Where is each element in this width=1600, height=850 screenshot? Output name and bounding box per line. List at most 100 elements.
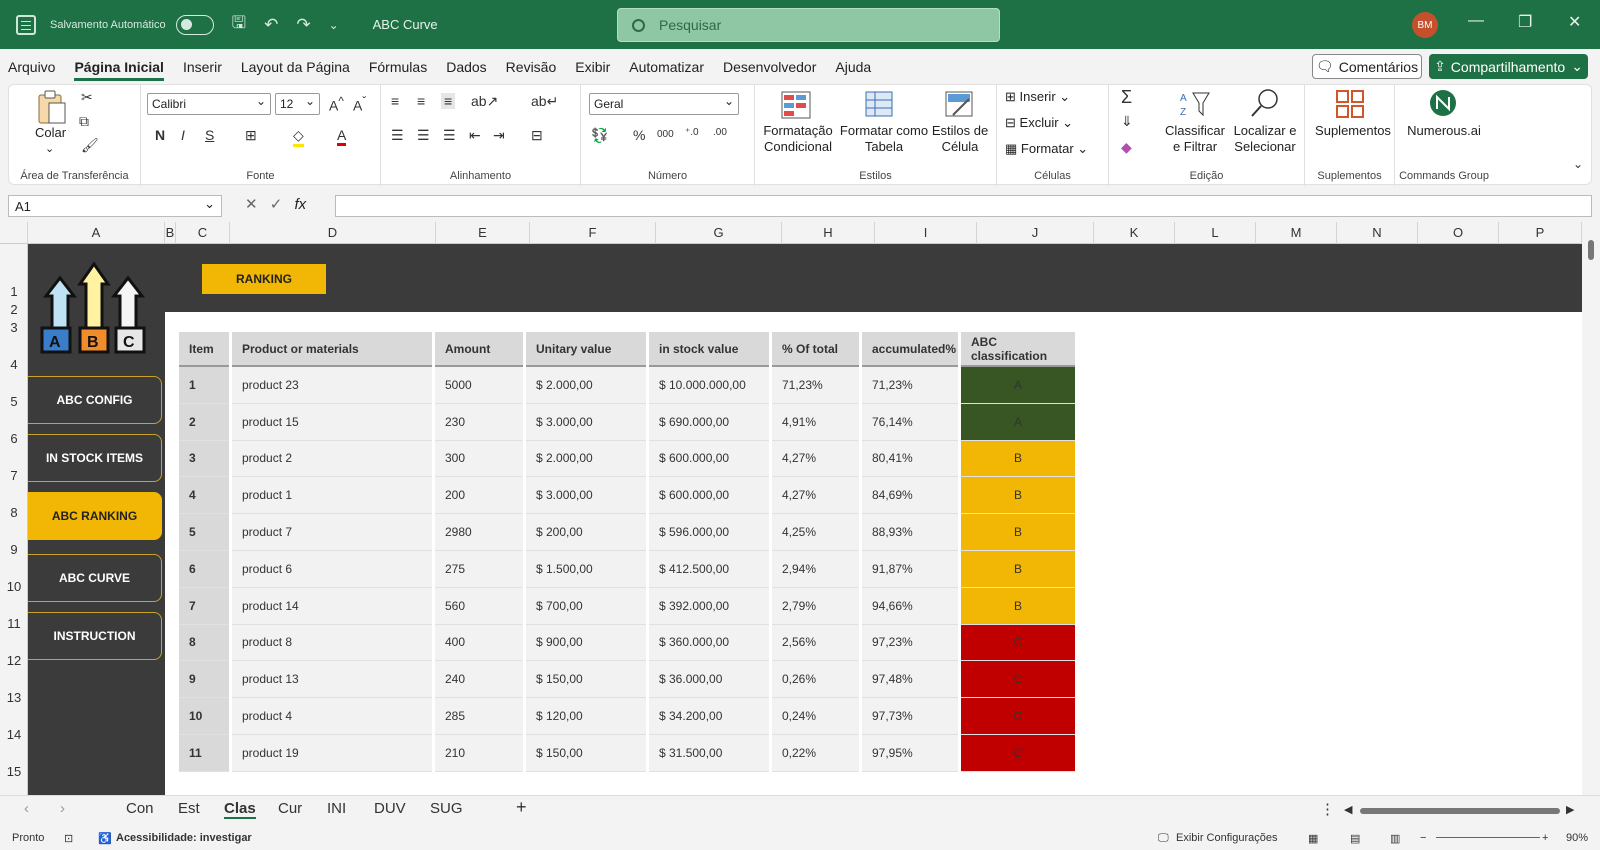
cell-product[interactable]: product 13 (232, 661, 432, 699)
menu-exibir[interactable]: Exibir (575, 59, 611, 75)
cell-item[interactable]: 1 (179, 367, 229, 404)
cell-in-stock-value[interactable]: $ 596.000,00 (649, 514, 769, 551)
cell-in-stock-value[interactable]: $ 600.000,00 (649, 440, 769, 478)
insert-function-icon[interactable]: fx (294, 196, 307, 213)
cell-classification[interactable]: C (961, 698, 1075, 735)
autosum-icon[interactable]: Σ (1121, 87, 1133, 107)
cell-in-stock-value[interactable]: $ 600.000,00 (649, 477, 769, 515)
sort-filter-button[interactable]: Classificar e Filtrar (1161, 123, 1229, 155)
cell-accumulated[interactable]: 97,23% (862, 624, 958, 662)
column-header-m[interactable]: M (1256, 222, 1337, 244)
cell-percent-total[interactable]: 0,22% (772, 734, 859, 772)
cell-classification[interactable]: C (961, 661, 1075, 699)
align-bottom-icon[interactable]: ≡ (441, 93, 456, 109)
cell-product[interactable]: product 19 (232, 734, 432, 772)
row-header-6[interactable]: 6 (10, 431, 18, 446)
cell-in-stock-value[interactable]: $ 690.000,00 (649, 403, 769, 441)
find-select-button[interactable]: Localizar e Selecionar (1227, 123, 1303, 155)
cell-in-stock-value[interactable]: $ 10.000.000,00 (649, 367, 769, 404)
nav-abc-curve[interactable]: ABC CURVE (28, 554, 162, 602)
cell-amount[interactable]: 210 (435, 734, 523, 772)
cell-item[interactable]: 6 (179, 550, 229, 588)
increase-decimal-icon[interactable]: ⁺.0 (685, 127, 699, 138)
row-header-3[interactable]: 3 (10, 320, 18, 335)
header-amount[interactable]: Amount (435, 332, 523, 367)
increase-indent-icon[interactable]: ⇥ (493, 127, 505, 143)
cell-accumulated[interactable]: 91,87% (862, 550, 958, 588)
column-header-i[interactable]: I (875, 222, 977, 244)
cell-item[interactable]: 9 (179, 661, 229, 699)
more-options-icon[interactable]: ⋮ (1320, 801, 1335, 818)
nav-in-stock-items[interactable]: IN STOCK ITEMS (28, 434, 162, 482)
display-settings-button[interactable]: Exibir Configurações (1176, 832, 1278, 844)
cell-amount[interactable]: 240 (435, 661, 523, 699)
cell-in-stock-value[interactable]: $ 412.500,00 (649, 550, 769, 588)
hscroll-left-icon[interactable]: ◀ (1344, 804, 1353, 816)
cell-product[interactable]: product 8 (232, 624, 432, 662)
copy-icon[interactable]: ⧉ (79, 113, 89, 129)
sheet-tab-clas[interactable]: Clas (224, 800, 256, 819)
select-all-corner[interactable] (0, 222, 28, 244)
menu-ajuda[interactable]: Ajuda (835, 59, 872, 75)
tab-scroll-right-icon[interactable]: › (60, 800, 65, 817)
cell-amount[interactable]: 285 (435, 698, 523, 735)
header-percent-total[interactable]: % Of total (772, 332, 859, 367)
tab-scroll-left-icon[interactable]: ‹ (24, 800, 29, 817)
column-header-l[interactable]: L (1175, 222, 1256, 244)
macro-record-icon[interactable]: ⊡ (64, 833, 74, 845)
cell-percent-total[interactable]: 0,26% (772, 661, 859, 699)
cell-percent-total[interactable]: 0,24% (772, 698, 859, 735)
column-header-h[interactable]: H (782, 222, 875, 244)
cell-item[interactable]: 3 (179, 440, 229, 478)
borders-icon[interactable]: ⊞ (245, 127, 257, 143)
row-header-11[interactable]: 11 (7, 616, 21, 631)
cell-product[interactable]: product 1 (232, 477, 432, 515)
cell-product[interactable]: product 2 (232, 440, 432, 478)
cell-classification[interactable]: B (961, 550, 1075, 588)
cell-amount[interactable]: 5000 (435, 367, 523, 404)
menu-layout[interactable]: Layout da Página (240, 59, 350, 75)
column-header-o[interactable]: O (1418, 222, 1499, 244)
header-abc-classification[interactable]: ABC classification (961, 332, 1075, 367)
cell-in-stock-value[interactable]: $ 34.200,00 (649, 698, 769, 735)
cell-item[interactable]: 8 (179, 624, 229, 662)
menu-dados[interactable]: Dados (446, 59, 487, 75)
document-title[interactable]: ABC Curve (372, 17, 438, 32)
cell-product[interactable]: product 7 (232, 514, 432, 551)
sheet-tab-est[interactable]: Est (178, 800, 200, 817)
cell-unitary-value[interactable]: $ 900,00 (526, 624, 646, 662)
cell-amount[interactable]: 275 (435, 550, 523, 588)
percent-icon[interactable]: % (633, 127, 646, 143)
column-header-k[interactable]: K (1094, 222, 1175, 244)
horizontal-scrollbar[interactable] (1360, 808, 1560, 814)
header-unitary-value[interactable]: Unitary value (526, 332, 646, 367)
share-button[interactable]: ⇪ Compartilhamento ⌄ (1429, 54, 1588, 79)
row-header-1[interactable]: 1 (10, 284, 18, 299)
cell-item[interactable]: 11 (179, 734, 229, 772)
cell-unitary-value[interactable]: $ 700,00 (526, 587, 646, 625)
cell-percent-total[interactable]: 4,91% (772, 403, 859, 441)
cell-amount[interactable]: 560 (435, 587, 523, 625)
cell-accumulated[interactable]: 97,73% (862, 698, 958, 735)
format-as-table-button[interactable]: Formatar como Tabela (839, 123, 929, 155)
normal-view-icon[interactable]: ▦ (1308, 833, 1319, 845)
align-right-icon[interactable]: ☰ (443, 127, 456, 143)
cell-accumulated[interactable]: 97,48% (862, 661, 958, 699)
font-color-icon[interactable]: A (337, 127, 347, 146)
cell-classification[interactable]: A (961, 367, 1075, 404)
undo-icon[interactable]: ↶ (264, 14, 279, 34)
cell-product[interactable]: product 23 (232, 367, 432, 404)
sheet-tab-sug[interactable]: SUG (430, 800, 463, 817)
formula-input[interactable] (335, 195, 1592, 217)
cell-classification[interactable]: C (961, 734, 1075, 772)
number-format-select[interactable]: Geral (589, 93, 739, 115)
align-center-icon[interactable]: ☰ (417, 127, 430, 143)
add-sheet-icon[interactable]: + (516, 797, 527, 817)
merge-center-icon[interactable]: ⊟ (531, 127, 543, 143)
decrease-decimal-icon[interactable]: .00 (713, 127, 727, 138)
italic-icon[interactable]: I (181, 127, 185, 143)
cell-classification[interactable]: A (961, 403, 1075, 441)
cell-styles-button[interactable]: Estilos de Célula (929, 123, 991, 155)
cell-classification[interactable]: C (961, 624, 1075, 662)
zoom-slider[interactable] (1436, 837, 1540, 838)
